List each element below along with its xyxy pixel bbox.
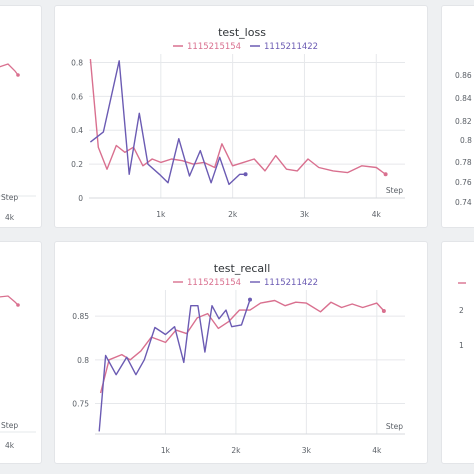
test-recall-chart: test_recall 1115215154 1115211422 0.75 0.8 0.… <box>72 262 405 455</box>
test-recall-title: test_recall <box>214 262 271 275</box>
right-top-mini-chart: 0.86 0.84 0.82 0.8 0.78 0.76 0.74 <box>455 71 472 207</box>
right-partial-panel-bottom: 2 1 <box>441 241 474 464</box>
left-bottom-series-end <box>16 303 20 307</box>
right-top-y-tick-2: 0.82 <box>455 117 472 126</box>
left-top-step-label: Step <box>1 193 18 202</box>
right-bottom-y-tick-1: 1 <box>459 341 464 350</box>
y-tick-label-0: 0.75 <box>72 399 89 408</box>
right-top-y-tick-0: 0.86 <box>455 71 472 80</box>
left-top-series-line <box>0 63 19 76</box>
y-tick-label-3: 0.6 <box>71 92 83 101</box>
x-tick-label-2: 3k <box>300 210 310 219</box>
x-tick-label-3: 4k <box>372 210 382 219</box>
right-bottom-y-tick-0: 2 <box>459 306 464 315</box>
right-partial-panel-top: 0.86 0.84 0.82 0.8 0.78 0.76 0.74 <box>441 5 474 228</box>
y-tick-label-2: 0.4 <box>71 126 83 135</box>
y-tick-label-1: 0.8 <box>77 356 89 365</box>
series-line-0 <box>89 59 387 175</box>
series-end-point-0 <box>383 172 388 177</box>
left-partial-panel-bottom: Step 4k <box>0 241 42 464</box>
right-bottom-mini-chart: 2 1 <box>458 282 466 350</box>
x-axis-label: Step <box>386 186 403 195</box>
y-tick-label-0: 0 <box>78 194 83 203</box>
test-loss-panel[interactable]: test_loss 1115215154 1115211422 0 0.2 0.4 0.6 0… <box>54 5 428 228</box>
y-tick-label-4: 0.8 <box>71 58 83 67</box>
right-top-y-tick-3: 0.8 <box>460 136 472 145</box>
y-tick-label-2: 0.85 <box>72 312 89 321</box>
x-tick-label-2: 3k <box>302 446 312 455</box>
legend-label-0: 1115215154 <box>187 42 241 52</box>
right-top-y-tick-4: 0.78 <box>455 158 472 167</box>
x-axis-label: Step <box>386 422 403 431</box>
legend-label-1: 1115211422 <box>264 42 318 52</box>
right-top-y-tick-6: 0.74 <box>455 198 472 207</box>
left-bottom-step-label: Step <box>1 421 18 430</box>
right-top-y-tick-1: 0.84 <box>455 94 472 103</box>
x-tick-label-1: 2k <box>231 446 241 455</box>
legend-label-1: 1115211422 <box>264 278 318 288</box>
left-bottom-x-tick: 4k <box>5 441 15 450</box>
x-tick-label-0: 1k <box>156 210 166 219</box>
series-end-point-0 <box>381 308 386 313</box>
left-top-x-tick: 4k <box>5 213 15 222</box>
legend-label-0: 1115215154 <box>187 278 241 288</box>
test-loss-title: test_loss <box>218 26 266 39</box>
right-top-y-tick-5: 0.76 <box>455 178 472 187</box>
test-recall-panel[interactable]: test_recall 1115215154 1115211422 0.75 0.8 0.… <box>54 241 428 464</box>
left-bottom-mini-chart: Step 4k <box>0 295 36 450</box>
test-loss-chart: test_loss 1115215154 1115211422 0 0.2 0.4 0.6 0… <box>71 26 405 219</box>
series-line-1 <box>89 60 246 186</box>
series-line-0 <box>99 299 385 394</box>
left-top-series-end <box>16 73 20 77</box>
series-end-point-1 <box>248 297 252 302</box>
left-bottom-series-line <box>0 295 19 306</box>
series-end-point-1 <box>243 172 248 177</box>
x-tick-label-0: 1k <box>161 446 171 455</box>
left-partial-panel-top: Step 4k <box>0 5 42 228</box>
y-tick-label-1: 0.2 <box>71 160 83 169</box>
series-line-1 <box>98 299 251 432</box>
x-tick-label-3: 4k <box>372 446 382 455</box>
x-tick-label-1: 2k <box>228 210 238 219</box>
left-top-mini-chart: Step 4k <box>0 63 36 222</box>
